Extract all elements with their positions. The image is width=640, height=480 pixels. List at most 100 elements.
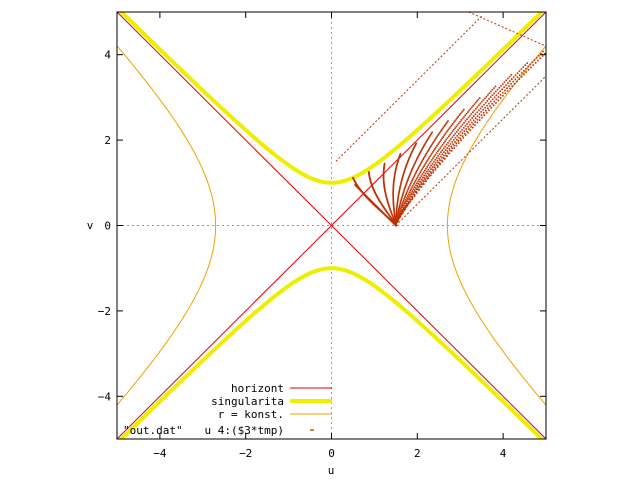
- out-dat-point: [461, 110, 464, 112]
- series-horizont-2: [117, 12, 546, 439]
- out-dat-point: [407, 178, 410, 180]
- out-dat-point: [507, 77, 509, 80]
- out-dat-point: [417, 155, 419, 158]
- out-dat-point: [394, 172, 396, 175]
- out-dat-point: [439, 159, 441, 161]
- out-dat-point: [390, 211, 393, 214]
- out-dat-point: [397, 196, 400, 198]
- out-dat-point: [437, 155, 439, 157]
- out-dat-point: [438, 148, 440, 151]
- out-dat-point: [431, 143, 433, 146]
- out-dat-point: [513, 83, 516, 85]
- out-dat-point: [394, 169, 397, 172]
- out-dat-point: [523, 73, 525, 76]
- out-dat-point: [390, 217, 392, 219]
- out-dat-point: [401, 206, 404, 208]
- out-dat-point: [490, 100, 492, 103]
- out-dat-point: [393, 208, 395, 211]
- out-dat-point: [390, 212, 393, 215]
- out-dat-point: [411, 149, 414, 152]
- out-dat-point: [383, 182, 385, 184]
- out-dat-point: [392, 196, 395, 199]
- out-dat-point: [392, 191, 394, 194]
- out-dat-point: [399, 212, 401, 214]
- out-dat-point: [427, 164, 430, 167]
- out-dat-point: [450, 124, 453, 127]
- out-dat-point: [396, 160, 399, 163]
- out-dat-point: [393, 213, 396, 215]
- out-dat-point: [471, 121, 473, 124]
- out-dat-point: [468, 128, 470, 130]
- out-dat-point: [413, 175, 416, 177]
- out-dat-point: [393, 212, 396, 214]
- out-dat-point: [401, 176, 404, 179]
- out-dat-point: [461, 123, 464, 126]
- out-dat-point: [441, 160, 444, 163]
- out-dat-point: [404, 168, 406, 170]
- out-dat-point: [433, 155, 436, 158]
- series-r-konst-right: [446, 45, 546, 406]
- out-dat-point: [400, 206, 402, 209]
- out-dat-point: [479, 107, 482, 110]
- out-dat-point: [384, 193, 387, 196]
- out-dat-point: [396, 203, 399, 206]
- out-dat-point: [412, 176, 415, 179]
- out-dat-point: [418, 178, 420, 181]
- out-dat-point: [431, 159, 433, 161]
- out-dat-point: [520, 68, 523, 70]
- out-dat-point: [447, 152, 449, 154]
- out-dat-point: [407, 201, 410, 204]
- out-dat-point: [474, 121, 477, 123]
- out-dat-point: [396, 200, 399, 202]
- out-dat-point: [408, 185, 411, 188]
- out-dat-point: [467, 131, 469, 134]
- out-dat-point: [396, 201, 399, 203]
- out-dat-point: [419, 152, 421, 154]
- out-dat-point: [418, 173, 421, 175]
- out-dat-point: [478, 113, 481, 115]
- out-dat-point: [411, 179, 413, 182]
- out-dat-point: [526, 62, 528, 64]
- out-dat-point: [399, 213, 401, 216]
- out-dat-point: [400, 211, 403, 213]
- out-dat-point: [499, 94, 502, 96]
- out-dat-point: [407, 158, 410, 161]
- out-dat-point: [478, 104, 480, 107]
- out-dat-point: [503, 81, 506, 83]
- out-dat-point: [456, 117, 458, 119]
- out-dat-point: [439, 147, 442, 149]
- out-dat-point: [497, 92, 500, 95]
- out-dat-point: [465, 128, 468, 130]
- out-dat-point: [429, 171, 432, 173]
- out-dat-point: [488, 102, 490, 105]
- out-dat-point: [421, 148, 423, 151]
- out-dat-point: [408, 174, 411, 176]
- out-dat-point: [395, 214, 398, 217]
- out-dat-point: [393, 175, 396, 178]
- out-dat-point: [420, 169, 423, 172]
- out-dat-point: [403, 170, 406, 172]
- out-dat-point: [386, 211, 388, 213]
- out-dat-point: [435, 161, 437, 164]
- out-dat-point: [392, 202, 395, 204]
- out-dat-point: [413, 146, 416, 149]
- out-dat-point: [438, 133, 440, 135]
- out-dat-point: [501, 91, 504, 94]
- out-dat-point: [413, 195, 416, 197]
- out-dat-point: [527, 68, 530, 71]
- out-dat-point: [400, 181, 403, 183]
- out-dat-point: [429, 155, 431, 158]
- out-dat-point: [445, 154, 447, 157]
- out-dat-point: [417, 174, 420, 177]
- out-dat-point: [420, 175, 423, 177]
- out-dat-point: [472, 123, 474, 126]
- out-dat-point: [428, 157, 430, 159]
- out-dat-point: [392, 192, 394, 195]
- out-dat-point: [413, 163, 416, 165]
- out-dat-point: [437, 161, 439, 164]
- legend: horizont singularita r = konst. "out.dat…: [123, 382, 332, 437]
- out-dat-point: [448, 140, 451, 142]
- out-dat-point: [402, 199, 405, 202]
- out-dat-point: [429, 133, 432, 136]
- out-dat-point: [384, 192, 387, 194]
